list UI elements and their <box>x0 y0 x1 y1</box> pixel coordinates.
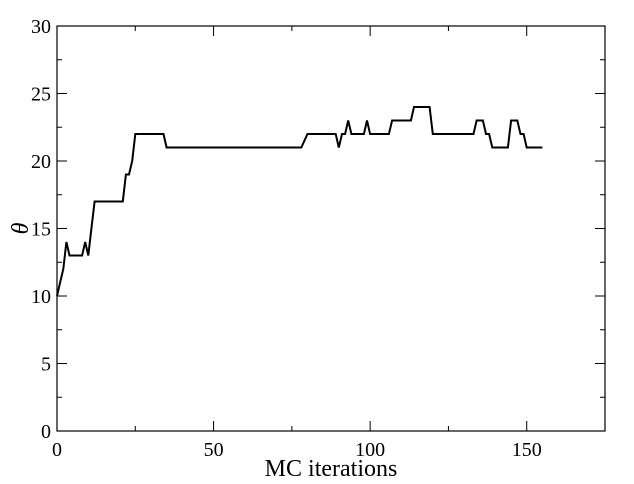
y-tick-label: 15 <box>31 219 51 241</box>
tick-labels: 0 50 100 150 0 5 10 15 20 25 30 <box>31 16 542 461</box>
axis-ticks <box>56 25 606 432</box>
plot-frame <box>56 25 606 432</box>
x-axis-label: MC iterations <box>265 456 398 482</box>
x-tick-label: 50 <box>204 439 224 461</box>
y-axis-label: θ <box>8 222 34 234</box>
series-line-0 <box>56 106 543 297</box>
y-tick-label: 20 <box>31 151 51 173</box>
x-tick-label: 100 <box>355 439 385 461</box>
series-layer <box>56 106 543 297</box>
y-tick-label: 25 <box>31 84 51 106</box>
x-tick-label: 150 <box>512 439 542 461</box>
y-tick-label: 30 <box>31 16 51 38</box>
y-tick-label: 5 <box>41 354 51 376</box>
y-tick-label: 10 <box>31 286 51 308</box>
y-tick-label: 0 <box>41 421 51 443</box>
x-tick-label: 0 <box>52 439 62 461</box>
